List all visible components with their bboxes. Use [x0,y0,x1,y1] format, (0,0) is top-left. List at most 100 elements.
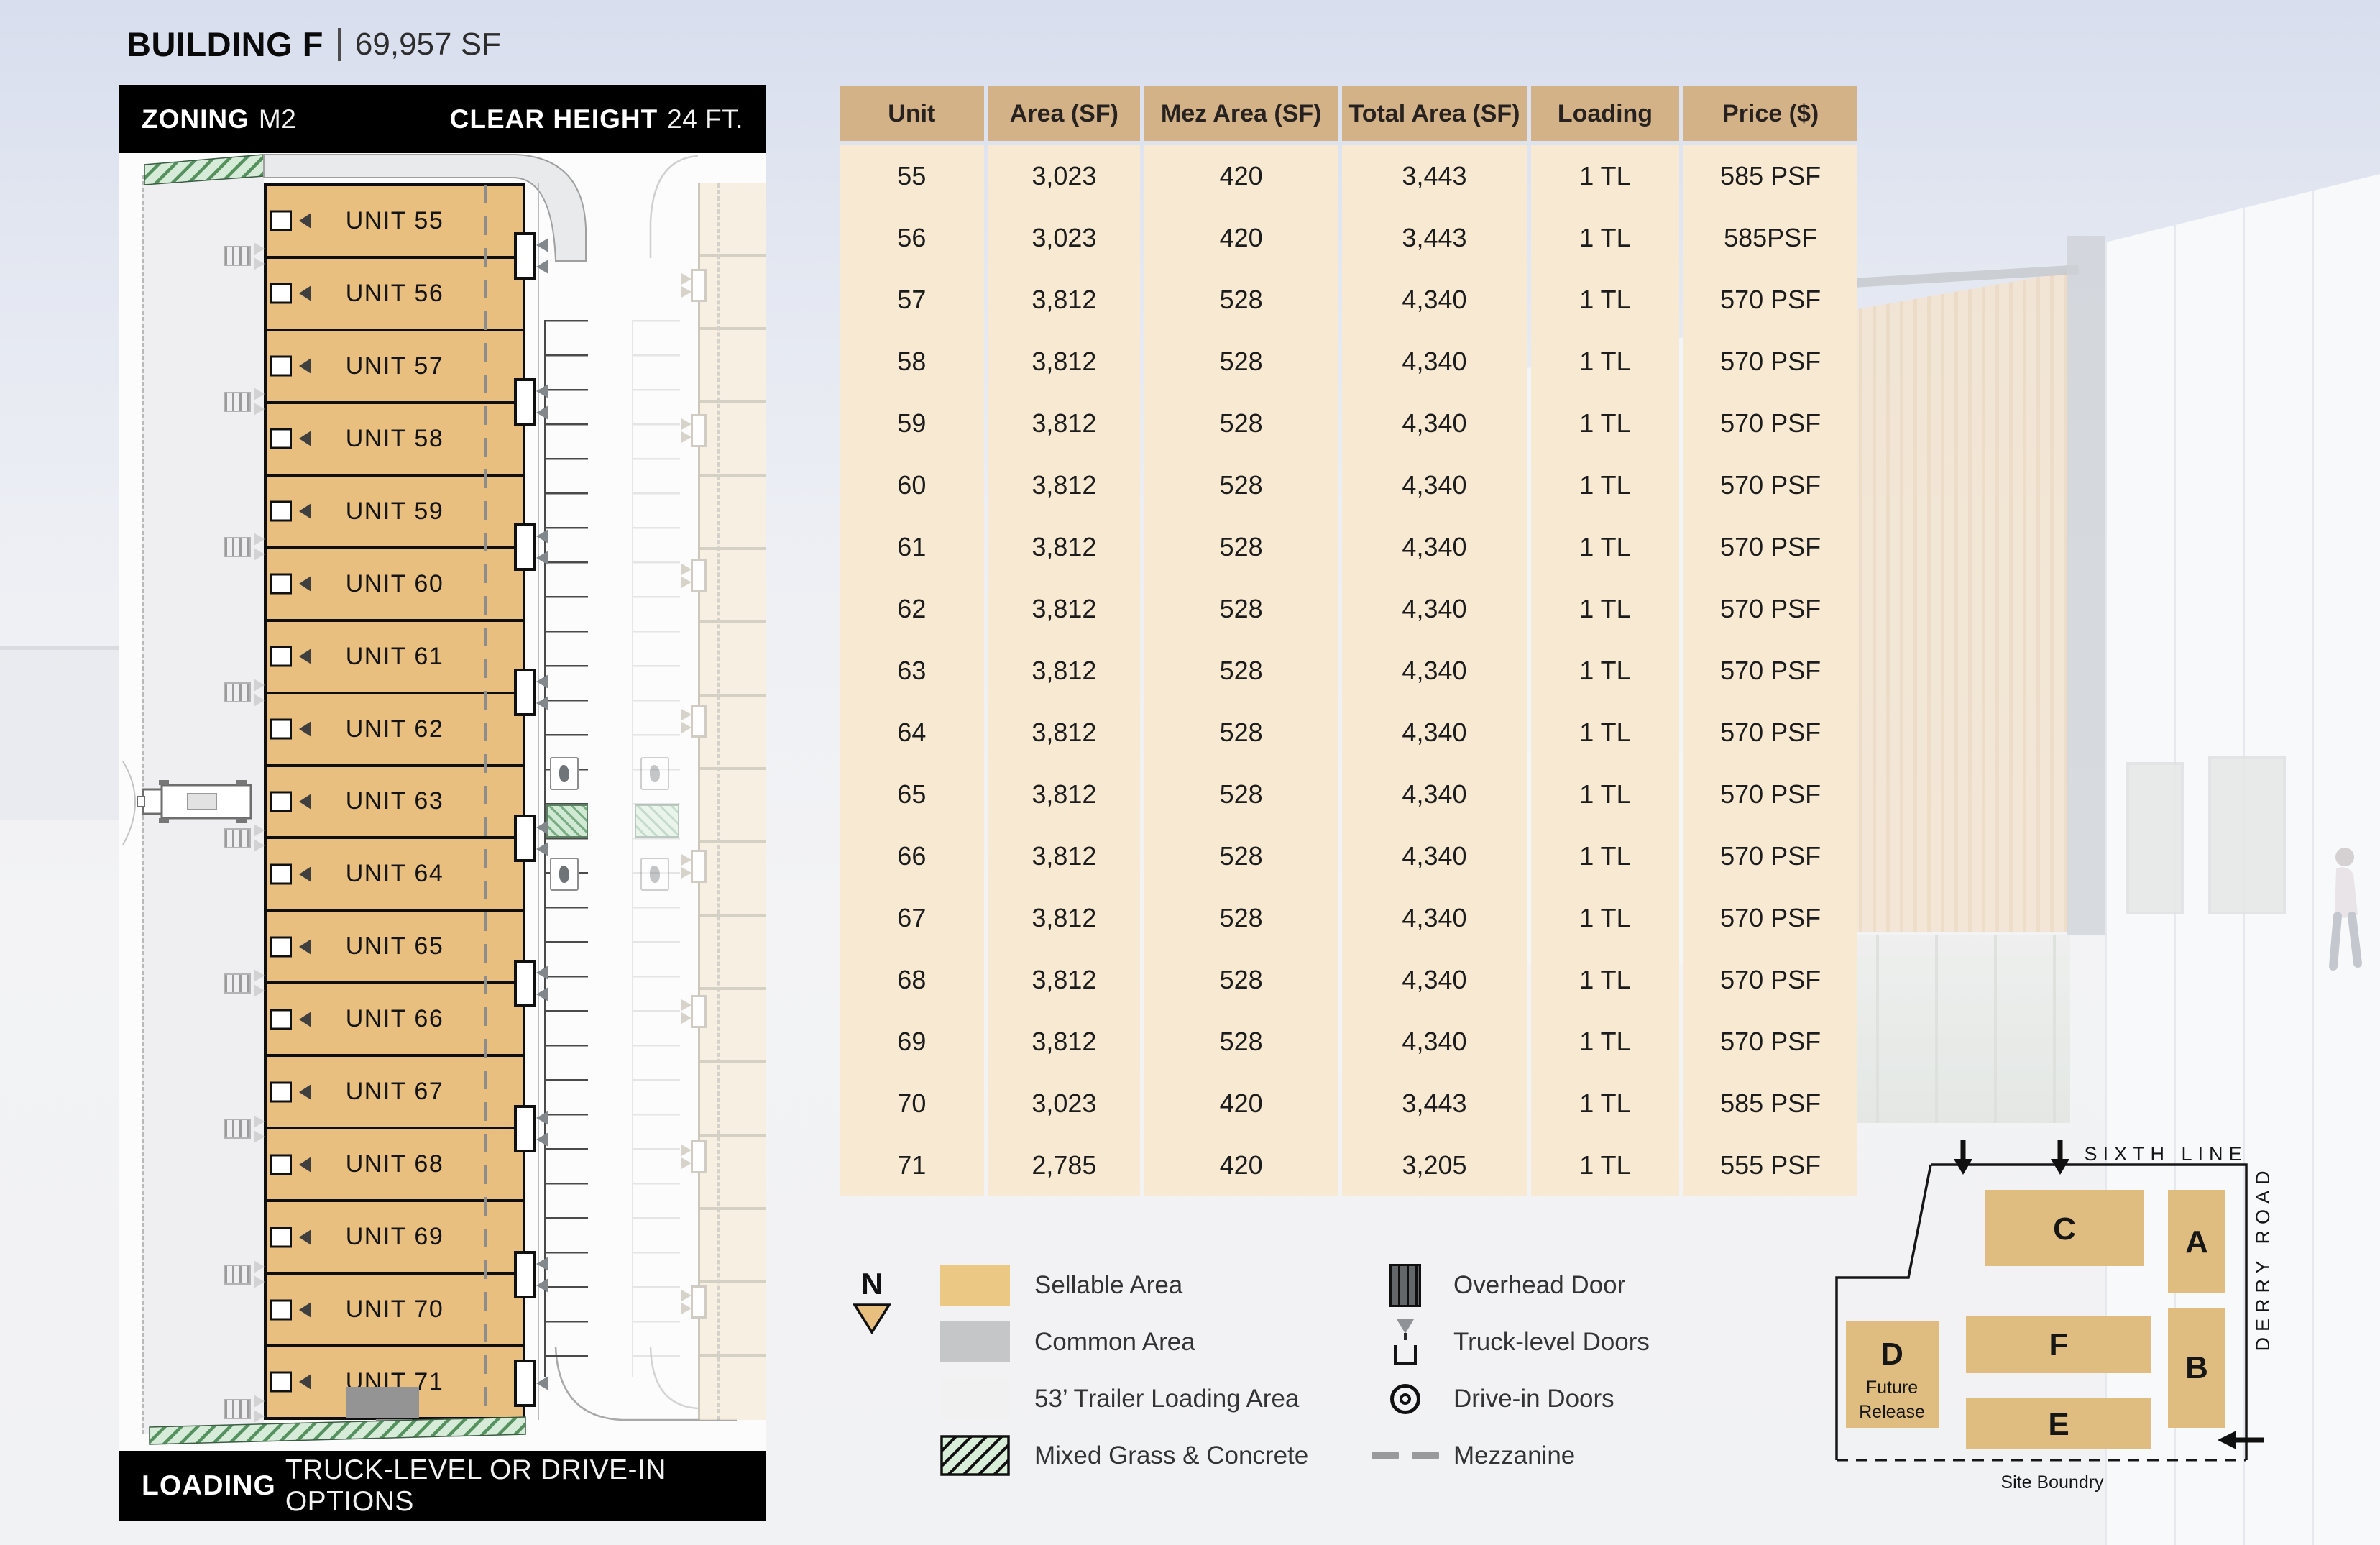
truck-level-door-icon [514,1360,548,1408]
column-header: Mez Area (SF) [1144,86,1338,141]
unit-label: UNIT 58 [345,424,444,452]
table-cell: 57 [840,269,984,331]
floorplan-unit: UNIT 60 [267,546,523,619]
site-building-c [1985,1190,2144,1266]
legend-label: Truck-level Doors [1453,1327,1650,1356]
door-swing-icon [254,969,265,983]
background-left-building [0,646,119,820]
table-cell: 555 PSF [1683,1134,1857,1196]
unit-label: UNIT 56 [345,279,444,307]
table-cell: 528 [1144,1011,1338,1073]
legend-item-grass: Mixed Grass & Concrete [940,1427,1308,1484]
zoning-label: ZONING [142,104,249,134]
table-cell: 4,340 [1342,1011,1527,1073]
door-arrow-icon [536,1278,548,1293]
faded-door-icon [681,1140,707,1173]
zoning-field: ZONING M2 [142,104,296,134]
door-arrow-icon [299,213,311,229]
door-arrow-icon [536,1376,548,1391]
drive-in-door-icon [1390,1383,1420,1414]
common-area-room [346,1387,419,1418]
building-b-label: B [2185,1350,2208,1385]
site-boundary-solid [1931,1163,2248,1460]
door-arrow-icon [681,564,692,575]
table-header-row: Unit Area (SF) Mez Area (SF) Total Area (SF… [840,86,1857,141]
door-swing-icon [254,693,265,707]
stairs-rungs [224,536,251,557]
table-cell: 528 [1144,702,1338,764]
floorplan-unit: UNIT 59 [267,473,523,546]
floorplan-decor-back [144,154,737,1421]
door-arrow-icon [299,358,311,375]
column-header: Unit [840,86,984,141]
door-swing-icons [254,1260,265,1289]
legend-item-drive-in: Drive-in Doors [1382,1370,1650,1427]
stairs-rungs [224,682,251,703]
table-cell: 4,340 [1342,454,1527,516]
table-cell: 3,812 [988,393,1141,454]
faded-door-icon [681,850,707,883]
bottom-drive-curve-far [649,1346,699,1410]
background-mullion [2067,236,2105,935]
building-area-value: 69,957 SF [354,26,501,62]
column-header: Loading [1530,86,1680,141]
door-swing-icon [254,984,265,998]
table-cell: 3,443 [1342,207,1527,269]
door-swing-icon [254,824,265,838]
door-arrow-icon [681,854,692,866]
legend-label: Common Area [1034,1327,1195,1356]
truck-level-door-icon [514,1105,548,1153]
legend-item-common: Common Area [940,1314,1308,1370]
table-cell: 570 PSF [1683,640,1857,702]
table-cell: 1 TL [1530,887,1680,949]
drive-in-door-icon [270,646,292,667]
door-swing-icon [254,403,265,416]
door-arrow-icon [681,722,692,733]
table-cell: 3,023 [988,207,1141,269]
legend-item-trailer: 53’ Trailer Loading Area [940,1370,1308,1427]
legend-label: Mezzanine [1453,1441,1576,1470]
building-d-label: D [1880,1337,1903,1372]
unit-label: UNIT 55 [345,206,444,234]
door-arrow-icon [536,674,548,689]
table-cell: 1 TL [1530,145,1680,207]
parking-sign-icon [550,858,579,891]
door-arrow-icon [681,1012,692,1024]
table-cell: 1 TL [1530,454,1680,516]
door-arrow-icon [536,986,548,1001]
table-cell: 528 [1144,887,1338,949]
overhead-door-icon [1389,1263,1421,1307]
stairs-icon [224,388,267,416]
door-arrow-icon [536,1111,548,1126]
drive-in-door-icon [270,573,292,595]
floorplan-unit: UNIT 65 [267,909,523,982]
column-header: Price ($) [1683,86,1857,141]
table-cell: 3,023 [988,1073,1141,1134]
background-window [2208,756,2286,914]
table-cell: 420 [1144,145,1338,207]
table-cell: 70 [840,1073,984,1134]
legend-item-sellable: Sellable Area [940,1257,1308,1314]
table-cell: 59 [840,393,984,454]
stairs-rungs [224,1398,251,1419]
legend-item-truck-level: Truck-level Doors [1382,1314,1650,1370]
table-cell: 570 PSF [1683,269,1857,331]
unit-label: UNIT 57 [345,352,444,380]
unit-label: UNIT 62 [345,715,444,743]
truck-level-door-icon [514,232,548,280]
table-cell: 420 [1144,207,1338,269]
stairs-icon [224,1114,267,1143]
door-arrow-icon [536,841,548,856]
floorplan-unit: UNIT 66 [267,981,523,1055]
mixed-grass-swatch [940,1435,1010,1476]
stairs-icon [224,1260,267,1289]
drive-in-door-icon [270,791,292,812]
page-title: BUILDING F [127,25,323,63]
door-arrow-icon [299,431,311,447]
legend: N Sellable Area Common Area 53’ Trailer … [848,1257,1775,1501]
table-cell: 528 [1144,454,1338,516]
door-swing-icons [254,388,265,416]
door-swing-icon [254,1114,265,1128]
door-arrow-icon [681,999,692,1011]
door-arrow-icon [536,820,548,835]
